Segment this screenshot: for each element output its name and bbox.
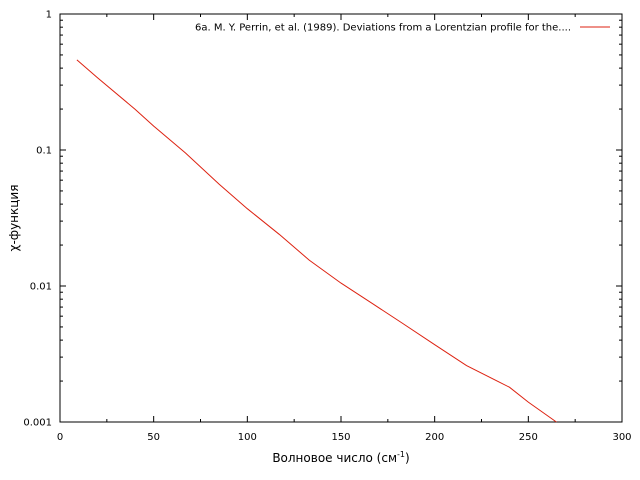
y-tick-label: 0.01 [30,282,52,293]
x-axis-title-main: Волновое число (см [272,451,397,465]
legend: 6a. M. Y. Perrin, et al. (1989). Deviati… [195,23,610,34]
y-tick-label: 0.1 [36,146,52,157]
y-axis-title: χ-функция [7,185,21,252]
x-tick-label: 250 [519,432,538,443]
x-tick-label: 200 [425,432,444,443]
series-line [76,59,557,423]
x-tick-label: 50 [147,432,160,443]
plot-frame [59,13,623,423]
y-axis-ticks: 0.001 0.01 0.1 1 [23,10,622,429]
x-axis-title-superscript: -1 [397,450,405,459]
x-axis-ticks: 0 50 100 150 200 250 300 [57,14,632,443]
x-axis-title: Волновое число (см-1) [272,450,409,465]
x-tick-label: 100 [238,432,257,443]
series-layer [76,59,557,423]
x-tick-label: 300 [612,432,631,443]
x-tick-label: 0 [57,432,63,443]
x-axis-title-suffix: ) [405,451,410,465]
x-tick-label: 150 [331,432,350,443]
y-tick-label: 0.001 [23,418,52,429]
y-tick-label: 1 [46,10,52,21]
legend-label: 6a. M. Y. Perrin, et al. (1989). Deviati… [195,23,571,34]
